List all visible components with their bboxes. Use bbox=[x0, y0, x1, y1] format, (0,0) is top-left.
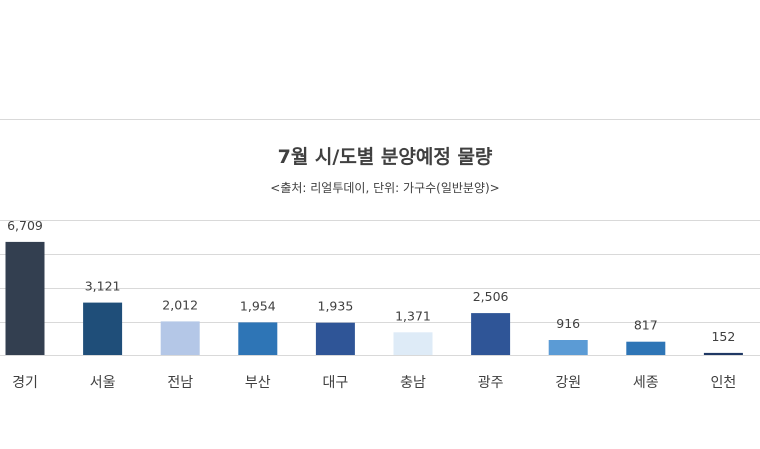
data-label: 152 bbox=[711, 329, 735, 344]
category-label: 광주 bbox=[478, 375, 504, 391]
gridlines bbox=[0, 220, 760, 323]
bar-9 bbox=[626, 341, 666, 356]
data-label: 1,954 bbox=[240, 298, 276, 313]
bar-5 bbox=[315, 322, 355, 356]
bars bbox=[5, 241, 743, 356]
bar-10 bbox=[703, 352, 743, 356]
category-label: 대구 bbox=[323, 375, 349, 391]
category-label: 경기 bbox=[12, 375, 38, 391]
data-label: 2,012 bbox=[162, 297, 198, 312]
category-label: 인천 bbox=[711, 375, 737, 391]
category-labels: 경기 서울 전남 부산 대구 충남 광주 강원 세종 인천 bbox=[12, 375, 736, 391]
bar-6 bbox=[393, 332, 433, 356]
data-label: 916 bbox=[556, 316, 580, 331]
category-label: 강원 bbox=[555, 375, 581, 391]
data-labels: 6,709 3,121 2,012 1,954 1,935 1,371 2,506 916 81… bbox=[7, 218, 735, 344]
category-label: 서울 bbox=[90, 375, 116, 391]
data-label: 2,506 bbox=[473, 289, 509, 304]
data-label: 1,935 bbox=[318, 299, 354, 314]
data-label: 3,121 bbox=[85, 279, 121, 294]
bar-7 bbox=[471, 313, 511, 356]
bar-4 bbox=[238, 322, 278, 356]
category-label: 세종 bbox=[633, 375, 659, 391]
category-label: 부산 bbox=[245, 375, 271, 391]
data-label: 817 bbox=[634, 318, 658, 333]
bar-2 bbox=[83, 302, 123, 356]
chart-subtitle: <출처: 리얼투데이, 단위: 가구수(일반분양)> bbox=[270, 181, 499, 195]
bar-8 bbox=[548, 340, 588, 356]
category-label: 전남 bbox=[167, 375, 193, 391]
data-label: 1,371 bbox=[395, 308, 431, 323]
chart-title: 7월 시/도별 분양예정 물량 bbox=[278, 146, 493, 168]
category-label: 충남 bbox=[400, 375, 426, 391]
data-label: 6,709 bbox=[7, 218, 43, 233]
bar-1 bbox=[5, 241, 45, 356]
bar-3 bbox=[160, 321, 200, 356]
